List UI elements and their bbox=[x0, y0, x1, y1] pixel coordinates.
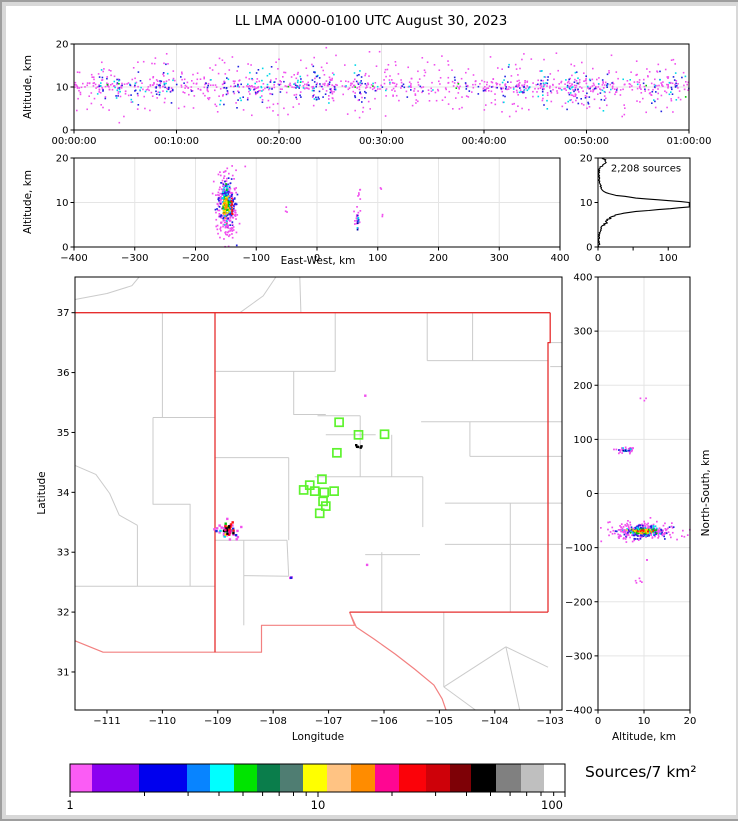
colorbar-label: Sources/7 km² bbox=[585, 763, 697, 781]
tick-label: −107 bbox=[315, 716, 342, 727]
tick-label: −400 bbox=[565, 706, 592, 717]
tick-label: 20 bbox=[684, 716, 697, 727]
tick-label: −106 bbox=[370, 716, 397, 727]
colorbar: 1 10 100 bbox=[66, 763, 566, 812]
tick-label: 100 bbox=[573, 435, 592, 446]
tick-label: 10 bbox=[56, 83, 69, 94]
mexico-border bbox=[74, 611, 447, 711]
tick-label: −200 bbox=[182, 253, 209, 264]
tick-label: 100 bbox=[368, 253, 387, 264]
scatter-points bbox=[74, 46, 690, 124]
ew-panel-xlabel: East-West, km bbox=[280, 255, 356, 267]
tick-label: −300 bbox=[565, 651, 592, 662]
tick-label: 00:50:00 bbox=[564, 136, 609, 147]
tick-label: 10 bbox=[580, 198, 593, 209]
tick-label: 34 bbox=[57, 488, 70, 499]
tick-label: 33 bbox=[57, 548, 70, 559]
tick-label: 0 bbox=[586, 243, 592, 254]
tick-label: 100 bbox=[659, 253, 678, 264]
scatter-points bbox=[213, 394, 369, 580]
ew-panel-ylabel: Altitude, km bbox=[22, 169, 34, 235]
colorbar-tick-label: 100 bbox=[541, 798, 563, 812]
tick-label: 200 bbox=[429, 253, 448, 264]
tick-label: −110 bbox=[149, 716, 176, 727]
tick-label: 37 bbox=[57, 308, 70, 319]
tick-label: 01:00:00 bbox=[667, 136, 712, 147]
tick-label: 32 bbox=[57, 608, 70, 619]
tick-label: 400 bbox=[550, 253, 569, 264]
figure-title: LL LMA 0000-0100 UTC August 30, 2023 bbox=[234, 13, 508, 29]
tick-label: 0 bbox=[62, 243, 68, 254]
tick-label: −111 bbox=[93, 716, 120, 727]
tick-label: 20 bbox=[56, 40, 69, 51]
time-panel-ylabel: Altitude, km bbox=[22, 54, 34, 120]
tick-label: 300 bbox=[490, 253, 509, 264]
ns-panel-xlabel: Altitude, km bbox=[611, 731, 677, 743]
tick-label: −300 bbox=[121, 253, 148, 264]
colorbar-tick-label: 1 bbox=[66, 798, 73, 812]
scatter-points bbox=[211, 165, 384, 248]
altitude-histogram-line bbox=[597, 157, 690, 248]
county-borders bbox=[74, 276, 562, 711]
ns-panel-ylabel: North-South, km bbox=[700, 449, 712, 537]
tick-label: 00:00:00 bbox=[52, 136, 97, 147]
tick-label: 200 bbox=[573, 381, 592, 392]
tick-label: 35 bbox=[57, 428, 70, 439]
tick-label: 31 bbox=[57, 667, 70, 678]
tick-label: 0 bbox=[595, 253, 601, 264]
panel-map: −111 −110 −109 −108 −107 −106 −105 −104 −103 31 32… bbox=[57, 276, 564, 727]
tick-label: −100 bbox=[565, 543, 592, 554]
tick-label: 0 bbox=[595, 716, 601, 727]
map-xlabel: Longitude bbox=[291, 731, 345, 743]
map-ylabel: Latitude bbox=[36, 471, 48, 515]
tick-label: 00:10:00 bbox=[154, 136, 199, 147]
tick-label: 20 bbox=[56, 154, 69, 165]
tick-label: 00:30:00 bbox=[359, 136, 404, 147]
tick-label: −200 bbox=[565, 597, 592, 608]
tick-label: 36 bbox=[57, 368, 70, 379]
tick-label: 0 bbox=[586, 489, 592, 500]
tick-label: −108 bbox=[259, 716, 286, 727]
tick-label: −105 bbox=[426, 716, 453, 727]
panel-east-west: −400 −300 −200 −100 0 100 200 300 400 0 10 20 bbox=[56, 154, 570, 265]
state-borders bbox=[75, 312, 551, 653]
lma-station-markers bbox=[298, 417, 390, 519]
tick-label: −100 bbox=[243, 253, 270, 264]
scatter-points bbox=[600, 397, 691, 584]
panel-time-height: 00:00:00 00:10:00 00:20:00 00:30:00 00:40:00… bbox=[52, 40, 712, 148]
tick-label: −104 bbox=[481, 716, 508, 727]
panel-histogram: 0 100 0 10 20 bbox=[580, 154, 691, 264]
tick-label: 10 bbox=[56, 198, 69, 209]
tick-label: 00:20:00 bbox=[257, 136, 302, 147]
tick-label: 400 bbox=[573, 273, 592, 284]
tick-label: 00:40:00 bbox=[462, 136, 507, 147]
tick-label: 10 bbox=[638, 716, 651, 727]
tick-label: 0 bbox=[62, 126, 68, 137]
colorbar-tick-label: 10 bbox=[311, 798, 326, 812]
tick-label: 300 bbox=[573, 327, 592, 338]
tick-label: 20 bbox=[580, 154, 593, 165]
source-count-note: 2,208 sources bbox=[610, 163, 682, 175]
panel-north-south: 0 10 20 400 300 200 100 0 −100 −200 −300 −400 bbox=[565, 273, 696, 728]
tick-label: −109 bbox=[204, 716, 231, 727]
tick-label: 0 bbox=[314, 253, 320, 264]
tick-label: −400 bbox=[60, 253, 87, 264]
tick-label: −103 bbox=[536, 716, 563, 727]
